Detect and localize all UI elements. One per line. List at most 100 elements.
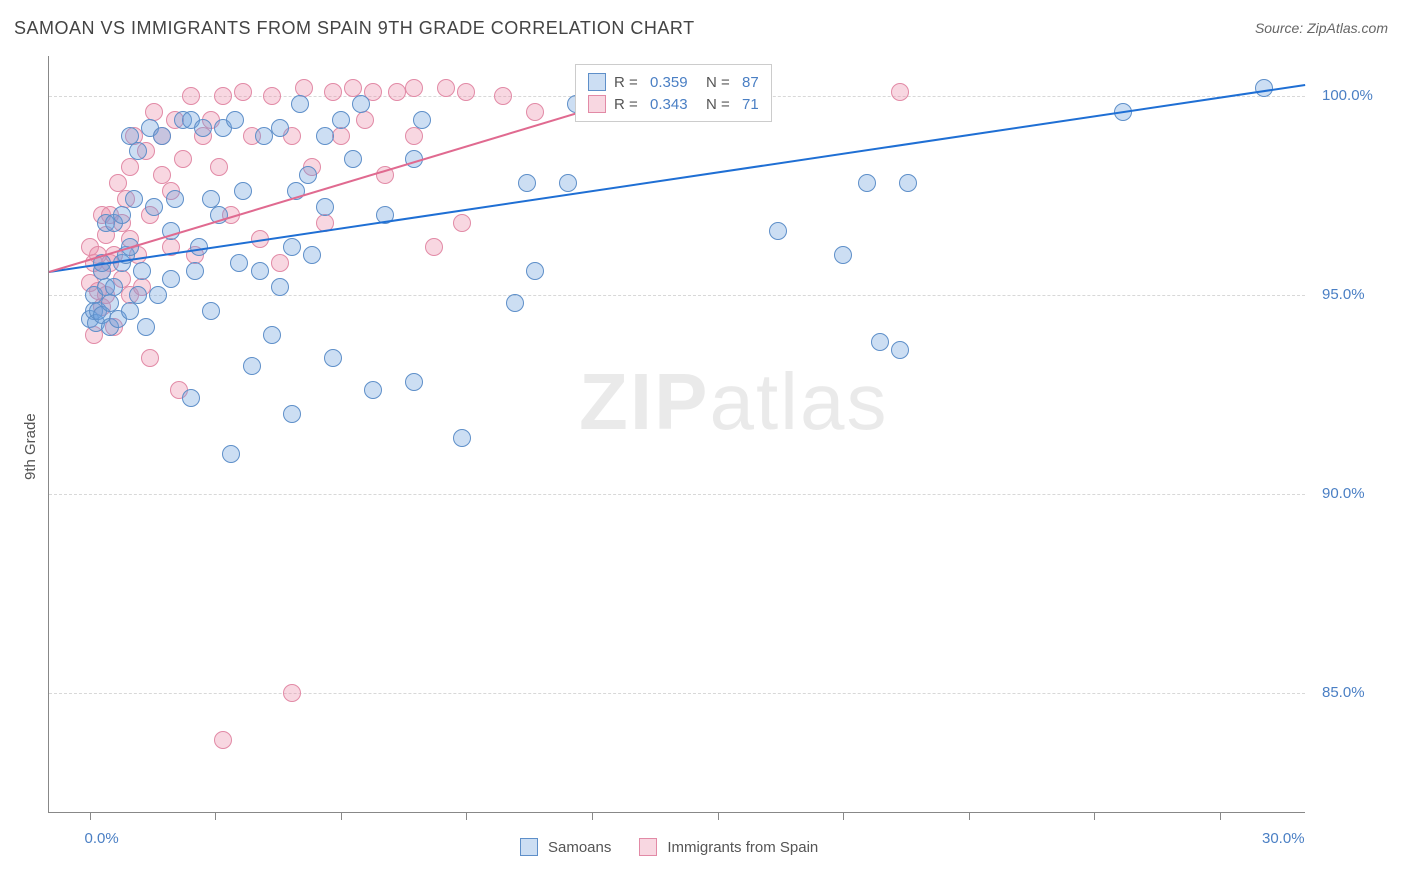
legend-n-label: N = xyxy=(706,96,734,113)
data-point xyxy=(234,182,252,200)
legend-series-label: Samoans xyxy=(548,839,611,856)
data-point xyxy=(121,158,139,176)
data-point xyxy=(405,79,423,97)
data-point xyxy=(891,83,909,101)
data-point xyxy=(283,684,301,702)
legend-n-value: 87 xyxy=(742,74,759,91)
legend-r-label: R = xyxy=(614,96,642,113)
legend-r-label: R = xyxy=(614,74,642,91)
data-point xyxy=(494,87,512,105)
y-tick-label: 95.0% xyxy=(1322,286,1365,303)
data-point xyxy=(129,286,147,304)
correlation-legend: R = 0.359 N = 87 R = 0.343 N = 71 xyxy=(575,64,772,122)
data-point xyxy=(230,254,248,272)
data-point xyxy=(251,262,269,280)
y-tick-label: 100.0% xyxy=(1322,87,1373,104)
watermark-atlas: atlas xyxy=(709,357,888,446)
y-axis-label: 9th Grade xyxy=(22,413,39,480)
legend-row: R = 0.343 N = 71 xyxy=(588,93,759,115)
data-point xyxy=(214,87,232,105)
x-tick xyxy=(1220,812,1221,820)
x-tick xyxy=(1094,812,1095,820)
data-point xyxy=(1255,79,1273,97)
data-point xyxy=(834,246,852,264)
watermark: ZIPatlas xyxy=(579,356,888,448)
data-point xyxy=(453,214,471,232)
x-tick xyxy=(466,812,467,820)
legend-swatch xyxy=(588,73,606,91)
gridline xyxy=(49,693,1305,694)
x-tick-label: 30.0% xyxy=(1262,830,1305,847)
y-tick-label: 90.0% xyxy=(1322,485,1365,502)
data-point xyxy=(405,373,423,391)
x-tick-label: 0.0% xyxy=(85,830,119,847)
data-point xyxy=(166,190,184,208)
data-point xyxy=(149,286,167,304)
legend-row: R = 0.359 N = 87 xyxy=(588,71,759,93)
legend-r-value: 0.343 xyxy=(650,96,698,113)
data-point xyxy=(137,318,155,336)
data-point xyxy=(364,381,382,399)
legend-r-value: 0.359 xyxy=(650,74,698,91)
data-point xyxy=(858,174,876,192)
data-point xyxy=(299,166,317,184)
data-point xyxy=(316,198,334,216)
data-point xyxy=(182,87,200,105)
data-point xyxy=(453,429,471,447)
data-point xyxy=(133,262,151,280)
data-point xyxy=(425,238,443,256)
data-point xyxy=(518,174,536,192)
data-point xyxy=(234,83,252,101)
data-point xyxy=(332,111,350,129)
data-point xyxy=(271,254,289,272)
legend-n-label: N = xyxy=(706,74,734,91)
data-point xyxy=(186,262,204,280)
x-tick xyxy=(969,812,970,820)
data-point xyxy=(352,95,370,113)
data-point xyxy=(388,83,406,101)
data-point xyxy=(891,341,909,359)
x-tick xyxy=(215,812,216,820)
x-tick xyxy=(341,812,342,820)
data-point xyxy=(283,405,301,423)
x-tick xyxy=(592,812,593,820)
data-point xyxy=(202,302,220,320)
legend-n-value: 71 xyxy=(742,96,759,113)
gridline xyxy=(49,494,1305,495)
data-point xyxy=(145,103,163,121)
data-point xyxy=(101,294,119,312)
gridline xyxy=(49,295,1305,296)
data-point xyxy=(145,198,163,216)
data-point xyxy=(121,302,139,320)
data-point xyxy=(559,174,577,192)
legend-swatch xyxy=(588,95,606,113)
data-point xyxy=(182,389,200,407)
data-point xyxy=(526,262,544,280)
data-point xyxy=(291,95,309,113)
data-point xyxy=(506,294,524,312)
data-point xyxy=(769,222,787,240)
data-point xyxy=(263,326,281,344)
data-point xyxy=(226,111,244,129)
watermark-zip: ZIP xyxy=(579,357,709,446)
data-point xyxy=(105,278,123,296)
data-point xyxy=(356,111,374,129)
data-point xyxy=(283,238,301,256)
data-point xyxy=(141,349,159,367)
plot-area: ZIPatlas xyxy=(48,56,1305,813)
x-tick xyxy=(718,812,719,820)
data-point xyxy=(255,127,273,145)
data-point xyxy=(210,158,228,176)
data-point xyxy=(899,174,917,192)
data-point xyxy=(263,87,281,105)
legend-swatch xyxy=(520,838,538,856)
data-point xyxy=(243,357,261,375)
data-point xyxy=(271,278,289,296)
legend-swatch xyxy=(639,838,657,856)
data-point xyxy=(153,127,171,145)
series-legend: SamoansImmigrants from Spain xyxy=(520,838,836,856)
data-point xyxy=(437,79,455,97)
data-point xyxy=(316,127,334,145)
data-point xyxy=(871,333,889,351)
data-point xyxy=(405,127,423,145)
